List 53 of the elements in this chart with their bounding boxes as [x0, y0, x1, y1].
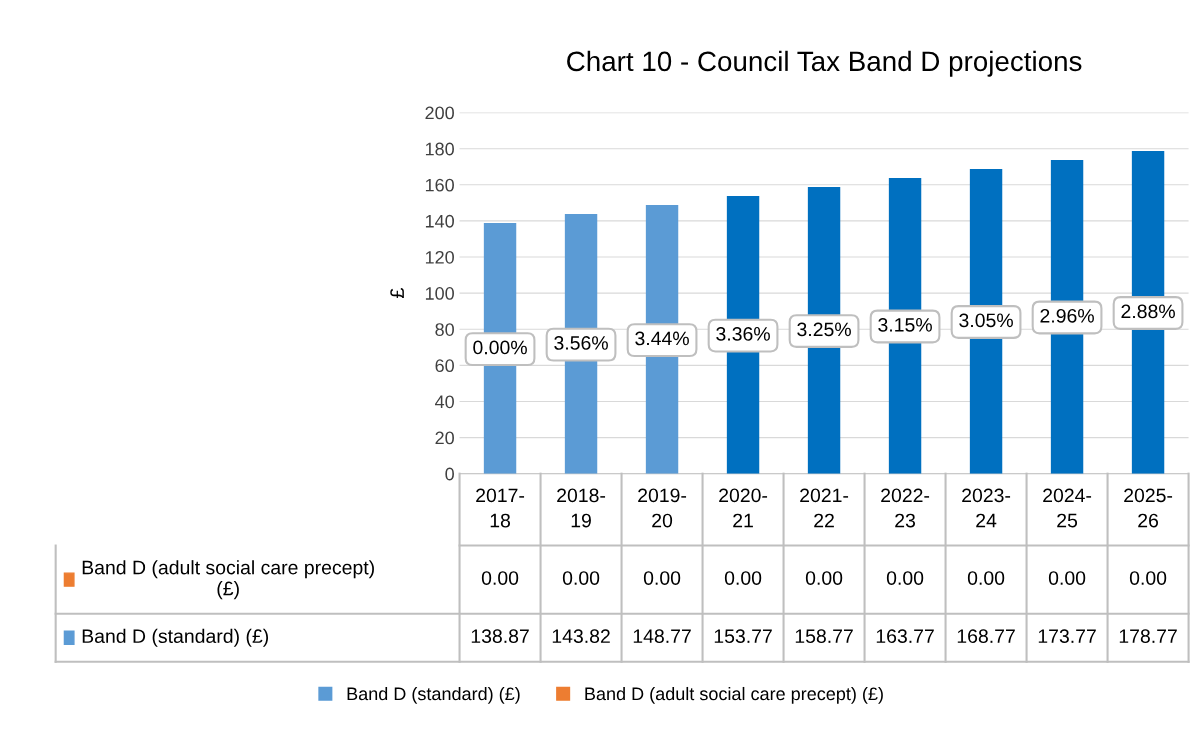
- annotation: 2.88%: [1121, 304, 1175, 319]
- text: Band D (standard) (£): [82, 628, 269, 647]
- x-tick-label: 2019-20: [638, 488, 687, 528]
- x-tick-label: 2024-25: [1043, 488, 1092, 528]
- data-label: 0.00: [967, 571, 1005, 585]
- y-tick-label: 20: [435, 431, 454, 445]
- data-label: 0.00: [562, 571, 600, 585]
- annotation: 3.44%: [635, 331, 689, 346]
- annotation: 3.25%: [797, 322, 851, 337]
- y-tick-label: 100: [425, 287, 454, 300]
- data-label: 0.00: [481, 571, 519, 585]
- data-label: 143.82: [552, 629, 610, 644]
- annotation: 3.15%: [878, 317, 932, 332]
- x-tick-label: 2018-19: [557, 488, 606, 528]
- annotation: 2.96%: [1040, 308, 1094, 323]
- x-tick-label: 2017-18: [476, 488, 525, 528]
- data-label: 0.00: [805, 571, 843, 585]
- x-tick-label: 2020-21: [719, 488, 768, 528]
- data-label: 138.87: [471, 629, 529, 644]
- data-label: 0.00: [724, 571, 762, 585]
- y-tick-label: 120: [425, 250, 454, 264]
- y-tick-label: 80: [435, 323, 454, 336]
- annotation: 3.36%: [716, 327, 770, 341]
- data-label: 173.77: [1038, 629, 1096, 644]
- chart-title: Chart 10 - Council Tax Band D projections: [567, 50, 1082, 77]
- data-label: 158.77: [795, 629, 853, 644]
- y-tick-label: 180: [425, 142, 454, 156]
- annotation: 3.05%: [959, 313, 1013, 328]
- data-label: 0.00: [886, 571, 924, 585]
- x-tick-label: 2022-23: [881, 488, 930, 528]
- annotation: 0.00%: [473, 340, 527, 355]
- x-tick-label: 2025-26: [1124, 488, 1173, 528]
- y-tick-label: 160: [425, 178, 454, 192]
- data-label: 163.77: [876, 629, 934, 644]
- annotation: 3.56%: [554, 336, 608, 350]
- data-label: 148.77: [633, 629, 691, 644]
- data-label: 0.00: [643, 571, 681, 585]
- y-tick-label: 200: [425, 106, 454, 120]
- y-axis-title: £: [390, 288, 404, 298]
- data-label: 0.00: [1129, 571, 1167, 585]
- y-tick-label: 140: [425, 214, 454, 228]
- data-label: 168.77: [957, 629, 1015, 644]
- y-tick-label: 60: [435, 359, 454, 373]
- data-label: 178.77: [1119, 629, 1177, 644]
- data-label: 0.00: [1048, 571, 1086, 585]
- y-tick-label: 40: [435, 395, 454, 409]
- x-tick-label: 2021-22: [800, 488, 849, 528]
- data-label: 153.77: [714, 629, 772, 644]
- legend-label: Band D (standard) (£): [347, 686, 520, 704]
- y-tick-label: 0: [445, 467, 454, 481]
- text: Band D (adult social care precept) (£): [82, 560, 374, 600]
- x-tick-label: 2023-24: [962, 488, 1011, 528]
- legend-label: Band D (adult social care precept) (£): [585, 686, 883, 704]
